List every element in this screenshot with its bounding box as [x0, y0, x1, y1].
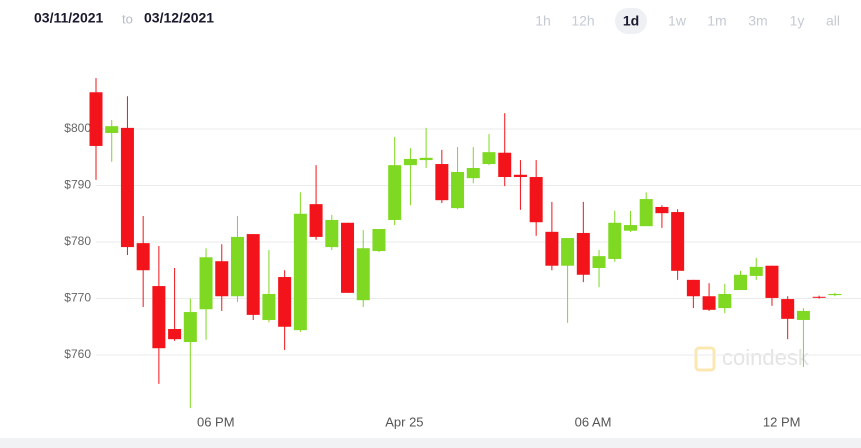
candle-body [561, 238, 575, 266]
candle-body [765, 265, 779, 298]
candle-body [388, 165, 402, 220]
y-tick-label: $790 [64, 178, 91, 192]
candle-body [749, 266, 763, 276]
y-tick-label: $780 [64, 234, 91, 248]
y-tick-label: $770 [64, 291, 91, 305]
range-button[interactable]: 1m [707, 13, 726, 29]
candle-body [781, 299, 795, 319]
candle-body [372, 229, 386, 252]
candle-body [183, 312, 197, 343]
candle-body [341, 222, 355, 293]
candle-body [419, 157, 433, 161]
y-tick-label: $800 [64, 121, 91, 135]
candle-body [215, 261, 229, 297]
range-buttons: 1h 12h 1d 1w 1m 3m 1y all [535, 8, 840, 34]
candle-body [120, 127, 134, 248]
candle-body [262, 293, 276, 320]
candle-body [734, 274, 748, 291]
candle-body [325, 219, 339, 248]
candle-body [89, 92, 103, 146]
date-to: 03/12/2021 [144, 10, 214, 26]
watermark: coindesk [722, 345, 810, 370]
candle-body [513, 174, 527, 178]
candle-body [309, 204, 323, 237]
range-button[interactable]: 1y [790, 13, 805, 29]
date-separator: to [122, 11, 133, 26]
candle-body [576, 232, 590, 275]
selected-button-bg[interactable] [615, 8, 647, 34]
range-button[interactable]: 1h [535, 13, 551, 29]
candle-body [545, 231, 559, 266]
x-tick-label: 06 PM [197, 414, 235, 429]
candle-body [498, 152, 512, 178]
range-button[interactable]: 12h [571, 13, 594, 29]
range-button[interactable]: all [826, 13, 840, 29]
candle-body [466, 167, 480, 179]
range-button[interactable]: 1w [668, 13, 687, 29]
candle-body [230, 236, 244, 297]
candle-body [828, 293, 842, 296]
candle-body [796, 310, 810, 320]
candle-body [168, 329, 182, 340]
candle-body [136, 243, 150, 271]
bottom-strip [0, 438, 861, 448]
candle-body [608, 222, 622, 259]
candle-body [403, 158, 417, 166]
candle-body [246, 234, 260, 315]
watermark-logo [694, 346, 716, 372]
range-button[interactable]: 3m [748, 13, 767, 29]
candle-body [529, 177, 543, 223]
candle-body [686, 279, 700, 297]
range-button[interactable]: 1d [623, 13, 639, 29]
candle-body [812, 296, 826, 298]
candle-body [199, 257, 213, 310]
x-tick-label: Apr 25 [385, 414, 423, 429]
candle-body [718, 293, 732, 309]
candle-body [592, 256, 606, 268]
date-from: 03/11/2021 [34, 10, 104, 26]
candle-body [152, 286, 166, 349]
candle-body [435, 164, 449, 201]
candle-body [278, 277, 292, 327]
candle-body [623, 225, 637, 231]
x-tick-label: 06 AM [575, 414, 612, 429]
candle-body [482, 152, 496, 165]
candle-body [105, 126, 119, 133]
candle-body [293, 213, 307, 331]
candle-body [639, 199, 653, 227]
candle-body [451, 171, 465, 209]
x-tick-label: 12 PM [763, 414, 801, 429]
plot-area: $760 $770 $780 $790 $800 06 PM Apr 25 06 AM 12 P… [64, 78, 861, 429]
candle-body [671, 212, 685, 271]
candle-body [655, 206, 669, 214]
y-tick-label: $760 [64, 347, 91, 361]
candle-body [356, 248, 370, 301]
candle-body [702, 296, 716, 310]
